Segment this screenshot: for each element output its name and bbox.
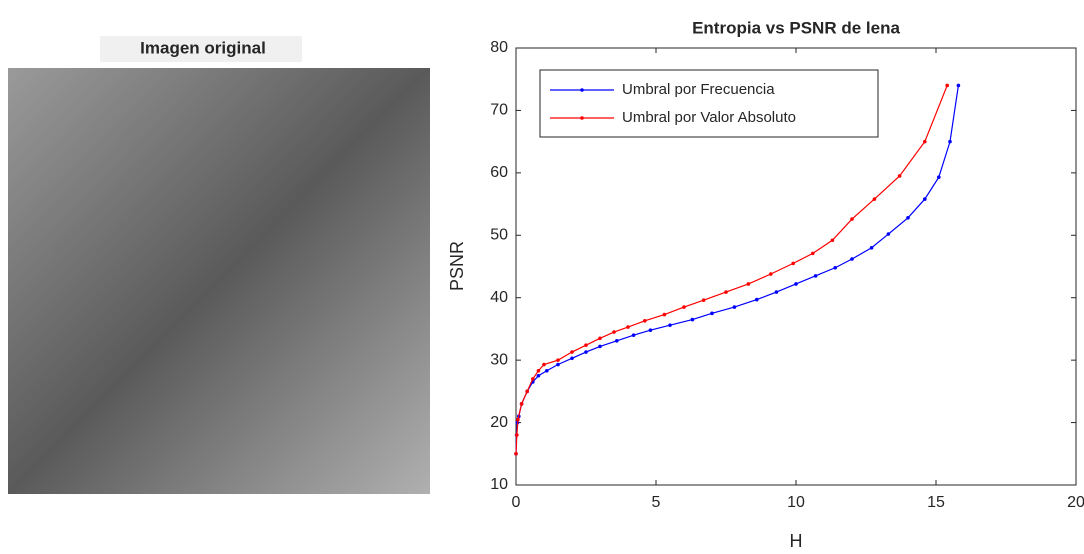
series-point (886, 232, 891, 236)
series-point (948, 139, 952, 144)
y-tick-label: 40 (490, 289, 508, 306)
series-point (536, 368, 541, 373)
series-point (794, 282, 798, 286)
series-point (519, 402, 524, 406)
series-point (701, 298, 706, 303)
series-point (556, 362, 560, 367)
legend-label: Umbral por Frecuencia (622, 81, 775, 98)
series-point (631, 333, 636, 337)
series-point (956, 83, 961, 88)
series-point (556, 358, 560, 362)
chart-title: Entropia vs PSNR de lena (692, 18, 900, 37)
legend-marker (580, 116, 584, 120)
series-point (732, 305, 737, 309)
y-axis-label: PSNR (447, 241, 467, 291)
series-point (643, 319, 647, 323)
series-point (662, 312, 667, 317)
series-point (584, 350, 588, 354)
x-tick-label: 0 (512, 494, 521, 511)
series-point (536, 373, 541, 378)
series-point (598, 344, 602, 349)
x-tick-label: 10 (787, 494, 805, 511)
series-point (515, 433, 519, 437)
series-point (937, 175, 941, 180)
series-point (833, 265, 837, 270)
series-point (514, 451, 518, 456)
image-title-bg (100, 36, 302, 62)
series-point (570, 350, 574, 354)
series-point (525, 389, 529, 394)
series-point (531, 377, 535, 381)
series-point (813, 274, 818, 278)
series-point (516, 417, 520, 422)
series-point (682, 305, 686, 309)
series-point (724, 290, 728, 294)
legend-marker (580, 88, 584, 92)
series-point (945, 83, 949, 88)
y-tick-label: 70 (490, 102, 508, 119)
series-point (746, 282, 751, 286)
y-tick-label: 20 (490, 414, 508, 431)
series-point (584, 343, 588, 347)
series-point (545, 368, 549, 373)
x-tick-label: 20 (1067, 494, 1084, 511)
series-point (570, 356, 574, 361)
series-point (690, 317, 695, 322)
series-point (811, 251, 815, 256)
series-point (668, 323, 672, 327)
y-tick-label: 30 (490, 351, 508, 368)
image-title: Imagen original (140, 38, 266, 57)
series-point (850, 257, 854, 261)
y-tick-label: 10 (490, 476, 508, 493)
series-point (774, 290, 779, 294)
series-point (791, 261, 795, 266)
series-point (542, 362, 546, 367)
legend-label: Umbral por Valor Absoluto (622, 109, 796, 126)
series-point (850, 217, 854, 221)
series-point (830, 238, 835, 243)
legend-box (539, 69, 879, 138)
series-point (897, 174, 902, 178)
y-tick-label: 60 (490, 164, 508, 181)
series-point (906, 216, 910, 220)
x-axis-label: H (790, 531, 803, 551)
y-tick-label: 50 (490, 227, 508, 244)
series-point (769, 272, 773, 276)
x-tick-label: 5 (652, 494, 661, 511)
series-point (598, 336, 602, 341)
series-point (710, 311, 714, 316)
series-point (648, 328, 653, 332)
series-point (923, 139, 927, 144)
series-point (612, 330, 616, 334)
image (8, 68, 430, 494)
y-tick-label: 80 (490, 39, 508, 56)
x-tick-label: 15 (927, 494, 945, 511)
series-point (869, 245, 874, 250)
series-point (626, 325, 630, 329)
series-point (615, 338, 619, 343)
series-point (755, 297, 759, 302)
series-point (872, 197, 877, 201)
series-point (923, 197, 927, 201)
